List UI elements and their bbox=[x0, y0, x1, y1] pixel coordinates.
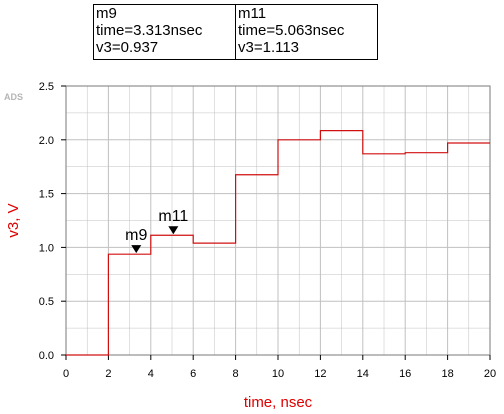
x-tick-label: 2 bbox=[105, 368, 111, 380]
x-tick-label: 0 bbox=[63, 368, 69, 380]
y-tick-label: 1.0 bbox=[39, 242, 54, 254]
x-tick-label: 20 bbox=[484, 368, 496, 380]
x-tick-label: 6 bbox=[190, 368, 196, 380]
y-tick-label: 2.0 bbox=[39, 135, 54, 147]
x-axis-label: time, nsec bbox=[244, 394, 313, 411]
marker-readout-m11: m11 time=5.063nsec v3=1.113 bbox=[236, 4, 378, 60]
x-tick-label: 16 bbox=[399, 368, 411, 380]
x-tick-label: 4 bbox=[148, 368, 154, 380]
marker-name: m11 bbox=[238, 5, 267, 22]
markers: m9 m11 bbox=[125, 208, 188, 254]
marker-name: m9 bbox=[96, 5, 117, 22]
y-tick-labels: 0.0 0.5 1.0 1.5 2.0 2.5 bbox=[39, 81, 66, 362]
v3-trace bbox=[66, 130, 490, 356]
y-tick-label: 0.0 bbox=[39, 350, 54, 362]
ads-watermark: ADS bbox=[4, 92, 24, 102]
marker-value: v3=1.113 bbox=[238, 39, 300, 56]
marker-triangle-m9[interactable] bbox=[131, 245, 142, 254]
marker-readout-m9: m9 time=3.313nsec v3=0.937 bbox=[93, 4, 236, 60]
x-tick-label: 12 bbox=[314, 368, 326, 380]
marker-triangle-m11[interactable] bbox=[168, 226, 179, 235]
marker-value: v3=0.937 bbox=[96, 39, 159, 56]
y-tick-label: 2.5 bbox=[39, 81, 54, 93]
y-tick-label: 0.5 bbox=[39, 296, 54, 308]
marker-label-m11: m11 bbox=[158, 208, 188, 225]
x-tick-labels: 0 2 4 6 8 10 12 14 16 18 20 bbox=[63, 355, 496, 380]
x-tick-label: 10 bbox=[272, 368, 284, 380]
marker-label-m9: m9 bbox=[125, 227, 147, 244]
x-tick-label: 14 bbox=[357, 368, 369, 380]
y-axis-label: v3, V bbox=[5, 203, 22, 237]
x-tick-label: 8 bbox=[233, 368, 239, 380]
x-tick-label: 18 bbox=[441, 368, 453, 380]
marker-time: time=3.313nsec bbox=[96, 22, 203, 39]
y-tick-label: 1.5 bbox=[39, 189, 54, 201]
grid-lines bbox=[65, 85, 491, 356]
marker-time: time=5.063nsec bbox=[238, 22, 345, 39]
